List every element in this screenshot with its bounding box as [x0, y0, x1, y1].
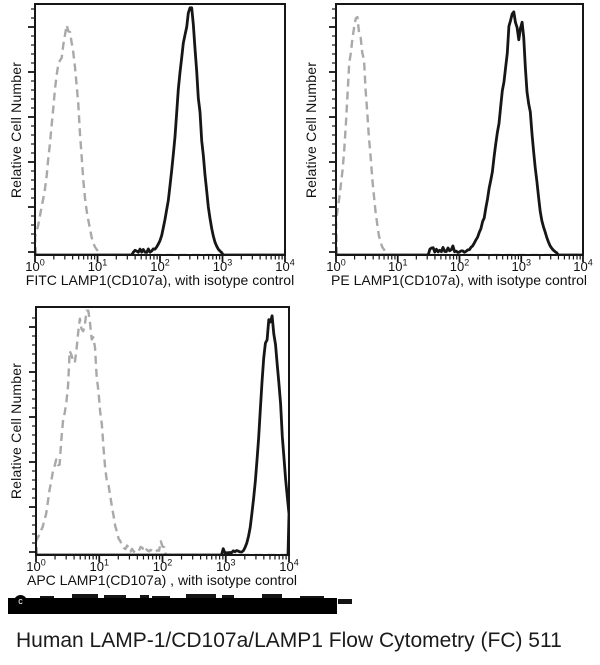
redacted-text-remnant: [104, 595, 126, 599]
x-tick-label: 103: [216, 557, 236, 574]
histogram-curve-isotype: [337, 15, 582, 255]
x-tick-label: 101: [388, 257, 408, 274]
redacted-text-remnant: [40, 596, 54, 599]
flow-histogram-apc: Relative Cell Number APC LAMP1(CD107a) ,…: [0, 300, 330, 600]
x-tick-label: 104: [279, 557, 299, 574]
redacted-text-remnant: [186, 594, 216, 598]
x-tick-label: 102: [152, 557, 173, 574]
plot-frame: [335, 3, 584, 256]
redaction-bar: [8, 598, 337, 614]
x-tick-label: 102: [449, 257, 470, 274]
y-axis-label: Relative Cell Number: [8, 61, 24, 199]
histogram-curve-isotype: [37, 309, 288, 555]
redacted-text-remnant: [152, 596, 170, 599]
flow-histogram-fitc: Relative Cell Number FITC LAMP1(CD107a),…: [0, 0, 300, 300]
x-tick-label: 100: [25, 257, 45, 274]
redacted-text-remnant: [262, 594, 282, 598]
x-tick-label: 101: [89, 557, 109, 574]
plot-frame: [35, 306, 290, 556]
x-tick-label: 100: [326, 257, 346, 274]
plot-area-apc: [29, 306, 290, 562]
redacted-text-remnant: [300, 596, 324, 599]
x-tick-label: 102: [150, 257, 170, 274]
x-tick-label: 101: [87, 257, 108, 274]
x-tick-label: 104: [275, 257, 295, 274]
flow-histogram-pe: Relative Cell Number PE LAMP1(CD107a), w…: [300, 0, 600, 300]
histogram-curve-antibody: [337, 10, 582, 255]
y-axis-label: Relative Cell Number: [303, 61, 319, 199]
histogram-curve-isotype: [36, 23, 284, 255]
x-tick-label: 103: [212, 257, 233, 274]
histogram-curve-antibody: [36, 6, 284, 255]
redacted-text-remnant: [140, 595, 149, 598]
x-tick-label: 103: [511, 257, 531, 274]
plot-area-pe: [329, 3, 584, 262]
histogram-curve-antibody: [37, 314, 288, 555]
redacted-text-remnant: [338, 599, 352, 604]
x-axis-label: FITC LAMP1(CD107a), with isotype control: [25, 272, 295, 288]
figure-caption: Human LAMP-1/CD107a/LAMP1 Flow Cytometry…: [16, 629, 562, 652]
redacted-text-remnant: [222, 595, 234, 598]
x-axis-label: APC LAMP1(CD107a) , with isotype control: [27, 572, 297, 588]
copyright-icon: c: [14, 595, 27, 608]
plot-frame: [34, 3, 286, 256]
x-tick-label: 100: [26, 557, 46, 574]
y-axis-label: Relative Cell Number: [8, 362, 24, 500]
x-axis-label: PE LAMP1(CD107a), with isotype control: [331, 272, 587, 288]
x-tick-label: 104: [573, 257, 593, 274]
redacted-text-remnant: [72, 594, 98, 598]
plot-area-fitc: [28, 3, 286, 262]
